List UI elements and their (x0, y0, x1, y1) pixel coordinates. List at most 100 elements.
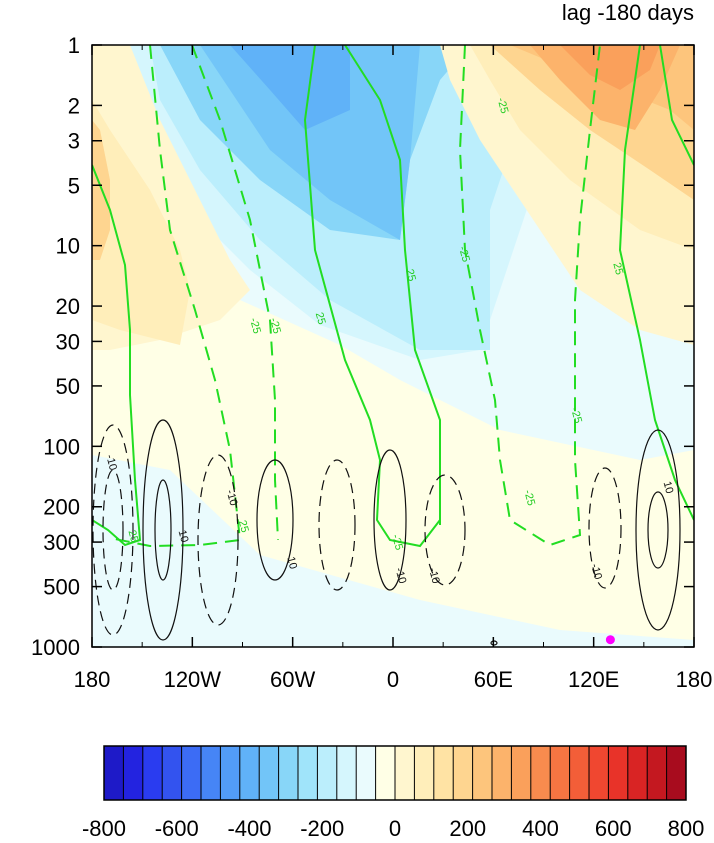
colorbar-swatch (433, 746, 454, 800)
colorbar-swatch (472, 746, 493, 800)
colorbar-label: -400 (227, 816, 271, 838)
green-dashed-label: -25 (247, 317, 263, 335)
colorbar-swatch (162, 746, 183, 800)
black-solid-label: 10 (176, 529, 191, 544)
colorbar-swatch (239, 746, 260, 800)
y-tick-label: 30 (56, 329, 80, 354)
green-dashed-label: -25 (495, 96, 511, 114)
colorbar-swatch (492, 746, 512, 800)
colorbar-swatch (123, 746, 144, 800)
y-tick-label: 100 (43, 434, 80, 459)
black-contour-dashed-5 (588, 467, 622, 589)
green-dashed-label: -25 (389, 533, 405, 551)
colorbar-swatch (259, 746, 280, 800)
black-contour-solid-1 (142, 419, 184, 641)
black-contour-solid-2 (256, 459, 294, 581)
colorbar-label: -800 (82, 816, 126, 838)
y-tick-label: 500 (43, 575, 80, 600)
colorbar-swatch (298, 746, 318, 800)
colorbar-swatch (627, 746, 648, 800)
colorbar-swatch (317, 746, 338, 800)
colorbar-label: 0 (389, 816, 401, 838)
green-dashed-label: -25 (456, 245, 472, 263)
colorbar-label: 400 (522, 816, 559, 838)
x-axis: 180 120W 60W 0 60E 120E 180 (74, 45, 713, 692)
x-tick-label: 60E (474, 667, 513, 692)
colorbar-label: -200 (300, 816, 344, 838)
black-dashed-label: -10 (588, 562, 604, 580)
green-contour-solid-3 (344, 45, 441, 525)
black-dashed-label: -10 (426, 566, 442, 584)
green-contour-solid-4 (618, 45, 694, 521)
marker-point (605, 635, 615, 645)
green-solid-label: 25 (236, 519, 251, 534)
black-contour-dashed-1 (92, 424, 134, 636)
field-region-deep-blue (200, 45, 420, 240)
colorbar-swatch (647, 746, 668, 800)
colorbar-swatch (530, 746, 551, 800)
green-contour-dashed-1 (109, 45, 242, 548)
colorbar-swatch (608, 746, 629, 800)
black-contour-solid-4 (635, 429, 681, 631)
field-region-light-cyan-lower-left (92, 455, 694, 647)
green-contour-solid-1 (92, 164, 142, 547)
black-contour-solid-4-inner (647, 491, 669, 569)
colorbar-swatch (569, 746, 590, 800)
black-dashed-label: -10 (393, 566, 409, 584)
colorbar-frame (103, 745, 687, 801)
green-solid-label: 25 (313, 311, 328, 326)
colorbar-swatch (395, 746, 415, 800)
x-tick-label: 120E (568, 667, 619, 692)
y-tick-label: 3 (68, 129, 80, 154)
colorbar-swatch (511, 746, 532, 800)
colorbar-label: 200 (449, 816, 486, 838)
x-tick-label: 60W (270, 667, 315, 692)
colorbar: -800 -600 -400 -200 0 200 400 600 800 (82, 745, 705, 841)
green-solid-label: 25 (125, 529, 140, 544)
black-contours (92, 419, 681, 646)
plot-title: lag -180 days (561, 0, 694, 25)
colorbar-label: 800 (668, 816, 705, 838)
y-tick-label: 5 (68, 173, 80, 198)
y-tick-label: 20 (56, 294, 80, 319)
colorbar-swatch (589, 746, 609, 800)
green-solid-label: 25 (610, 261, 625, 276)
black-dashed-label: -10 (103, 453, 119, 471)
colorbar-swatch (104, 746, 124, 800)
field-region-warm-left-2 (92, 100, 190, 345)
colorbar-swatch (375, 746, 396, 800)
colorbar-swatch (181, 746, 202, 800)
green-dashed-label: -25 (267, 317, 283, 335)
black-contour-dashed-2 (197, 454, 239, 626)
green-dashed-label: -25 (568, 406, 584, 424)
green-contour-solid-5 (659, 45, 694, 166)
green-dashed-label: -25 (521, 489, 537, 507)
colorbar-swatch (666, 746, 687, 800)
green-contours (92, 45, 694, 548)
green-contour-dashed-2 (191, 45, 279, 541)
y-tick-label: 10 (56, 234, 80, 259)
green-solid-label: 25 (403, 268, 418, 283)
colorbar-swatch (550, 746, 571, 800)
field-region-darker-blue (230, 45, 350, 130)
x-tick-label: 0 (387, 667, 399, 692)
black-solid-label: 10 (661, 480, 676, 495)
y-tick-label: 200 (43, 495, 80, 520)
y-axis: 1 2 3 5 10 20 30 50 100 200 300 500 1000 (31, 33, 694, 660)
x-tick-label: 180 (676, 667, 713, 692)
y-tick-label: 300 (43, 530, 80, 555)
colorbar-swatch (356, 746, 377, 800)
black-contour-dashed-4 (424, 474, 466, 586)
x-tick-label: 180 (74, 667, 111, 692)
y-tick-label: 50 (56, 374, 80, 399)
colorbar-label: 600 (595, 816, 632, 838)
black-solid-label: 10 (284, 555, 299, 570)
colorbar-swatch (220, 746, 241, 800)
y-tick-label: 1 (68, 33, 80, 58)
y-tick-label: 2 (68, 93, 80, 118)
green-contour-dashed-3 (458, 45, 601, 547)
colorbar-swatch (278, 746, 299, 800)
